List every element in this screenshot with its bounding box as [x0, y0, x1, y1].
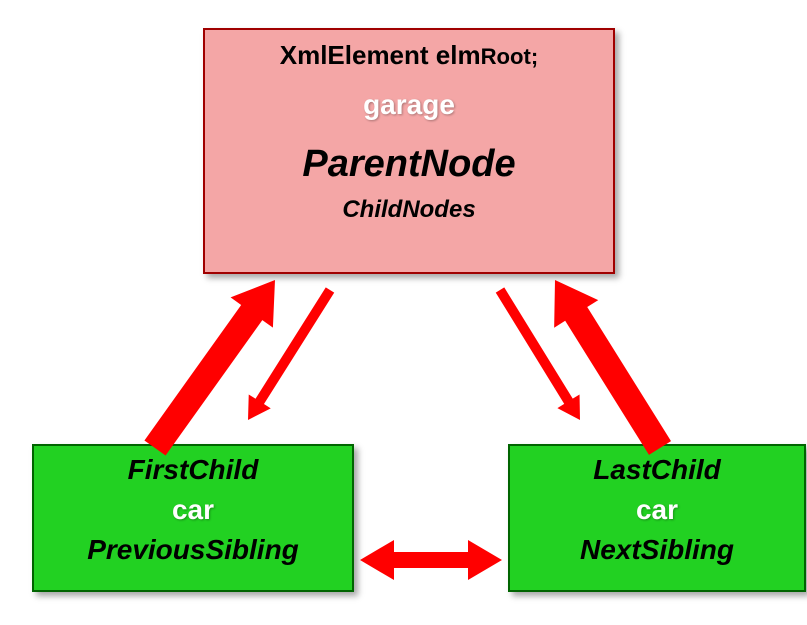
- first-child-instance: car: [34, 494, 352, 526]
- parent-instance-label: garage: [205, 89, 613, 121]
- decl-suffix: Root;: [481, 44, 539, 69]
- last-child-instance: car: [510, 494, 804, 526]
- decl-prefix: XmlElement elm: [280, 40, 481, 70]
- parent-collection-label: ChildNodes: [205, 196, 613, 224]
- parent-declaration: XmlElement elmRoot;: [205, 34, 613, 71]
- first-child-box: FirstChild car PreviousSibling: [32, 444, 354, 592]
- last-child-role: LastChild: [510, 454, 804, 486]
- parent-node-box: XmlElement elmRoot; garage ParentNode Ch…: [203, 28, 615, 274]
- parent-role-label: ParentNode: [205, 143, 613, 186]
- first-child-role: FirstChild: [34, 454, 352, 486]
- last-child-box: LastChild car NextSibling: [508, 444, 806, 592]
- last-child-sibling: NextSibling: [510, 534, 804, 566]
- first-child-sibling: PreviousSibling: [34, 534, 352, 566]
